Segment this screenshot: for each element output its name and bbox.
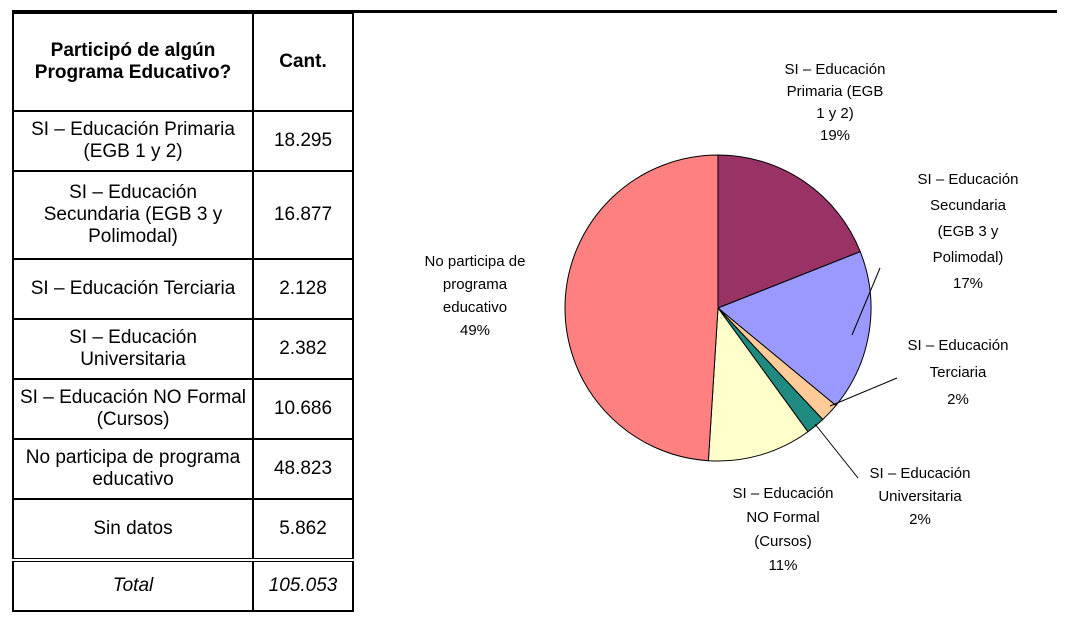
slice-value-label: 19% bbox=[820, 127, 850, 144]
slice-label: Primaria (EGB bbox=[787, 83, 884, 100]
pie-slice bbox=[717, 251, 872, 407]
table-cell: 2.382 bbox=[252, 318, 354, 380]
table-cell: Sin datos bbox=[12, 498, 254, 561]
slice-value-label: 49% bbox=[460, 322, 490, 339]
table-cell: SI – Educación Primaria (EGB 1 y 2) bbox=[12, 110, 254, 172]
table-cell: SI – Educación Universitaria bbox=[12, 318, 254, 380]
slice-label: educativo bbox=[443, 299, 507, 316]
slice-label: SI – Educación bbox=[918, 171, 1019, 188]
slice-label: (Cursos) bbox=[754, 533, 812, 550]
slice-label: (EGB 3 y bbox=[938, 223, 999, 240]
slice-label: Universitaria bbox=[878, 488, 962, 505]
header-cell: Cant. bbox=[252, 12, 354, 112]
slice-label: SI – Educación bbox=[785, 61, 886, 78]
header-cell: Participó de algún Programa Educativo? bbox=[12, 12, 254, 112]
slice-label: programa bbox=[443, 276, 508, 293]
table-cell: 16.877 bbox=[252, 170, 354, 260]
table-cell: SI – Educación Terciaria bbox=[12, 258, 254, 320]
table-cell: 2.128 bbox=[252, 258, 354, 320]
total-cell: Total bbox=[12, 558, 254, 612]
slice-label: SI – Educación bbox=[733, 485, 834, 502]
slice-label: Polimodal) bbox=[933, 249, 1004, 266]
slice-label: NO Formal bbox=[746, 509, 819, 526]
slice-label: Terciaria bbox=[930, 364, 987, 381]
leader-line bbox=[814, 423, 859, 479]
table-cell: SI – Educación Secundaria (EGB 3 y Polim… bbox=[12, 170, 254, 260]
slice-value-label: 11% bbox=[769, 557, 798, 574]
slice-label: SI – Educación bbox=[870, 465, 971, 482]
slice-value-label: 2% bbox=[909, 511, 931, 528]
slice-label: No participa de bbox=[425, 253, 526, 270]
pie-slice bbox=[707, 306, 809, 462]
top-rule bbox=[12, 10, 1057, 13]
pie-slice bbox=[717, 154, 861, 309]
slice-value-label: 17% bbox=[953, 275, 983, 292]
data-table: Participó de algún Programa Educativo? C… bbox=[12, 12, 354, 612]
pie-slice bbox=[564, 154, 719, 462]
table-cell: 48.823 bbox=[252, 438, 354, 500]
table-cell: No participa de programa educativo bbox=[12, 438, 254, 500]
total-cell: 105.053 bbox=[252, 558, 354, 612]
leader-line bbox=[829, 377, 898, 407]
table-cell: 10.686 bbox=[252, 378, 354, 440]
leader-line bbox=[851, 267, 881, 336]
table-cell: 5.862 bbox=[252, 498, 354, 561]
slice-value-label: 2% bbox=[947, 391, 969, 408]
slice-label: SI – Educación bbox=[908, 337, 1009, 354]
slice-label: Secundaria bbox=[930, 197, 1007, 214]
table-cell: 18.295 bbox=[252, 110, 354, 172]
table-cell: SI – Educación NO Formal (Cursos) bbox=[12, 378, 254, 440]
slice-label: 1 y 2) bbox=[816, 105, 854, 122]
